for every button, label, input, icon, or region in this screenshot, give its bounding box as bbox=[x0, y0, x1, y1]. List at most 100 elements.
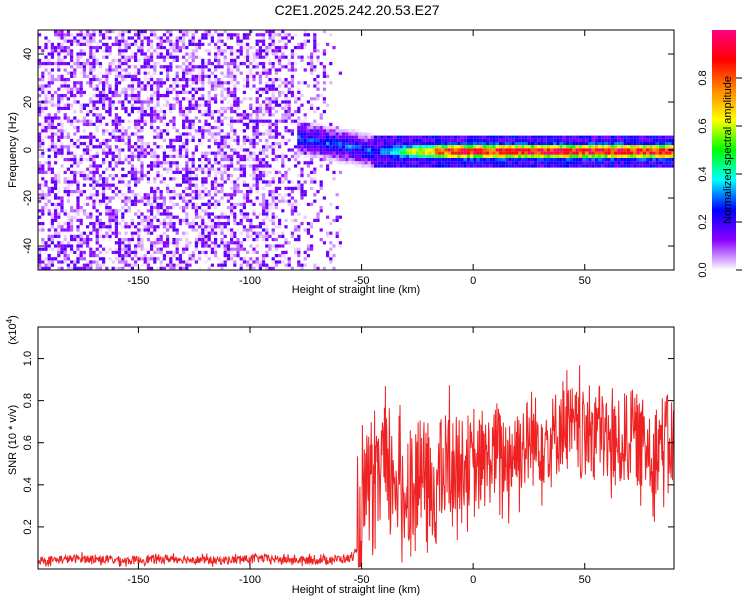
heatmap-cell bbox=[70, 65, 74, 69]
heatmap-cell bbox=[268, 36, 272, 40]
heatmap-cell bbox=[38, 142, 42, 146]
y-tick-label: 0.8 bbox=[22, 393, 34, 408]
heatmap-cell bbox=[386, 151, 390, 155]
heatmap-cell bbox=[102, 49, 106, 53]
heatmap-cell bbox=[150, 241, 154, 245]
heatmap-cell bbox=[114, 126, 118, 130]
heatmap-cell bbox=[50, 263, 54, 267]
heatmap-cell bbox=[178, 65, 182, 69]
heatmap-cell bbox=[105, 180, 109, 184]
heatmap-cell bbox=[162, 94, 166, 98]
heatmap-cell bbox=[188, 167, 192, 171]
heatmap-cell bbox=[316, 55, 320, 59]
heatmap-cell bbox=[313, 145, 317, 149]
heatmap-cell bbox=[185, 206, 189, 210]
heatmap-cell bbox=[178, 254, 182, 258]
heatmap-cell bbox=[300, 132, 304, 136]
heatmap-cell bbox=[121, 193, 125, 197]
heatmap-cell bbox=[223, 145, 227, 149]
heatmap-cell bbox=[194, 129, 198, 133]
heatmap-cell bbox=[278, 90, 282, 94]
heatmap-cell bbox=[226, 33, 230, 37]
heatmap-cell bbox=[191, 151, 195, 155]
heatmap-cell bbox=[41, 126, 45, 130]
heatmap-cell bbox=[89, 238, 93, 242]
heatmap-cell bbox=[207, 100, 211, 104]
heatmap-cell bbox=[76, 212, 80, 216]
heatmap-cell bbox=[329, 122, 333, 126]
heatmap-cell bbox=[326, 138, 330, 142]
heatmap-cell bbox=[281, 260, 285, 264]
heatmap-cell bbox=[255, 190, 259, 194]
heatmap-cell bbox=[226, 116, 230, 120]
heatmap-cell bbox=[182, 46, 186, 50]
heatmap-cell bbox=[262, 257, 266, 261]
heatmap-cell bbox=[415, 161, 419, 165]
heatmap-cell bbox=[50, 68, 54, 72]
heatmap-cell bbox=[668, 151, 672, 155]
heatmap-cell bbox=[185, 154, 189, 158]
heatmap-cell bbox=[86, 33, 90, 37]
heatmap-cell bbox=[38, 122, 42, 126]
heatmap-cell bbox=[76, 164, 80, 168]
heatmap-cell bbox=[335, 145, 339, 149]
heatmap-cell bbox=[652, 145, 656, 149]
heatmap-cell bbox=[322, 129, 326, 133]
heatmap-cell bbox=[143, 145, 147, 149]
heatmap-cell bbox=[118, 190, 122, 194]
heatmap-cell bbox=[297, 138, 301, 142]
heatmap-cell bbox=[534, 164, 538, 168]
heatmap-cell bbox=[284, 199, 288, 203]
heatmap-cell bbox=[121, 215, 125, 219]
heatmap-cell bbox=[476, 148, 480, 152]
heatmap-cell bbox=[316, 145, 320, 149]
heatmap-cell bbox=[169, 241, 173, 245]
heatmap-cell bbox=[66, 78, 70, 82]
heatmap-cell bbox=[38, 145, 42, 149]
heatmap-cell bbox=[258, 52, 262, 56]
heatmap-cell bbox=[297, 90, 301, 94]
heatmap-cell bbox=[236, 68, 240, 72]
heatmap-cell bbox=[306, 244, 310, 248]
heatmap-cell bbox=[210, 167, 214, 171]
heatmap-cell bbox=[294, 97, 298, 101]
heatmap-cell bbox=[175, 55, 179, 59]
heatmap-cell bbox=[76, 241, 80, 245]
heatmap-cell bbox=[463, 154, 467, 158]
heatmap-cell bbox=[633, 135, 637, 139]
heatmap-cell bbox=[153, 30, 157, 34]
heatmap-cell bbox=[252, 110, 256, 114]
heatmap-cell bbox=[601, 151, 605, 155]
heatmap-cell bbox=[73, 74, 77, 78]
heatmap-cell bbox=[242, 174, 246, 178]
heatmap-cell bbox=[82, 65, 86, 69]
heatmap-cell bbox=[502, 145, 506, 149]
heatmap-cell bbox=[50, 103, 54, 107]
heatmap-cell bbox=[527, 135, 531, 139]
heatmap-cell bbox=[297, 129, 301, 133]
heatmap-cell bbox=[127, 196, 131, 200]
heatmap-cell bbox=[105, 206, 109, 210]
x-tick-label: -150 bbox=[127, 574, 149, 586]
heatmap-cell bbox=[188, 110, 192, 114]
heatmap-cell bbox=[79, 106, 83, 110]
heatmap-cell bbox=[121, 33, 125, 37]
heatmap-cell bbox=[652, 142, 656, 146]
heatmap-cell bbox=[441, 148, 445, 152]
heatmap-cell bbox=[108, 234, 112, 238]
heatmap-cell bbox=[428, 142, 432, 146]
heatmap-cell bbox=[188, 106, 192, 110]
heatmap-cell bbox=[329, 148, 333, 152]
heatmap-cell bbox=[175, 84, 179, 88]
heatmap-cell bbox=[201, 33, 205, 37]
heatmap-cell bbox=[140, 138, 144, 142]
heatmap-cell bbox=[284, 94, 288, 98]
heatmap-cell bbox=[646, 161, 650, 165]
heatmap-cell bbox=[361, 164, 365, 168]
heatmap-cell bbox=[239, 129, 243, 133]
heatmap-cell bbox=[47, 154, 51, 158]
heatmap-cell bbox=[214, 215, 218, 219]
heatmap-cell bbox=[262, 212, 266, 216]
heatmap-cell bbox=[92, 164, 96, 168]
heatmap-cell bbox=[262, 161, 266, 165]
